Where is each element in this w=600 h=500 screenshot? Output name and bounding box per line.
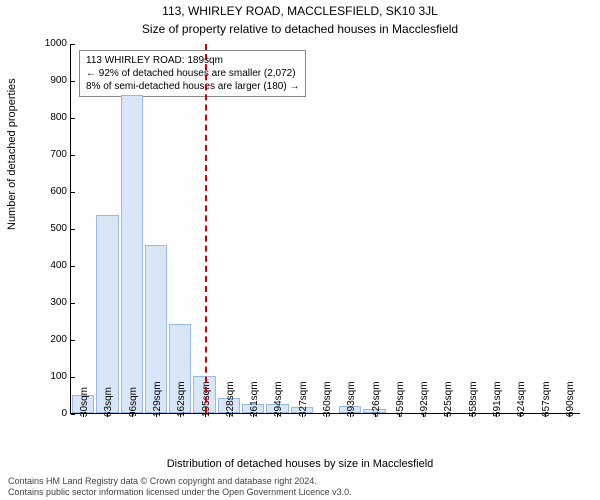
x-tick-label: 294sqm <box>270 381 284 417</box>
y-tick-label: 400 <box>31 261 71 271</box>
x-tick-label: 162sqm <box>173 381 187 417</box>
x-tick-label: 426sqm <box>368 381 382 417</box>
annotation-line: 113 WHIRLEY ROAD: 189sqm <box>86 54 299 67</box>
histogram-bar <box>96 215 118 413</box>
x-tick-label: 63sqm <box>100 387 114 417</box>
x-tick-label: 558sqm <box>465 381 479 417</box>
y-tick-label: 100 <box>31 372 71 382</box>
x-tick-label: 129sqm <box>149 381 163 417</box>
chart-plot-area: 113 WHIRLEY ROAD: 189sqm ← 92% of detach… <box>70 44 580 414</box>
x-axis-label: Distribution of detached houses by size … <box>0 458 600 470</box>
y-tick-label: 500 <box>31 224 71 234</box>
x-tick-label: 360sqm <box>319 381 333 417</box>
annotation-line: ← 92% of detached houses are smaller (2,… <box>86 67 299 80</box>
x-tick-label: 261sqm <box>246 381 260 417</box>
x-tick-label: 393sqm <box>343 381 357 417</box>
footnote-line: Contains HM Land Registry data © Crown c… <box>8 476 352 487</box>
annotation-box: 113 WHIRLEY ROAD: 189sqm ← 92% of detach… <box>79 50 306 97</box>
x-tick-label: 690sqm <box>562 381 576 417</box>
y-tick-label: 1000 <box>31 39 71 49</box>
chart-title-sub: Size of property relative to detached ho… <box>0 22 600 36</box>
annotation-line: 8% of semi-detached houses are larger (1… <box>86 80 299 93</box>
x-tick-label: 327sqm <box>295 381 309 417</box>
x-tick-label: 492sqm <box>416 381 430 417</box>
x-tick-label: 30sqm <box>76 387 90 417</box>
x-tick-label: 228sqm <box>222 381 236 417</box>
x-tick-label: 525sqm <box>440 381 454 417</box>
y-tick-label: 200 <box>31 335 71 345</box>
chart-title-main: 113, WHIRLEY ROAD, MACCLESFIELD, SK10 3J… <box>0 4 600 18</box>
y-tick-label: 300 <box>31 298 71 308</box>
y-tick-label: 600 <box>31 187 71 197</box>
x-tick-label: 96sqm <box>125 387 139 417</box>
histogram-bar <box>121 95 143 413</box>
x-tick-label: 591sqm <box>489 381 503 417</box>
y-tick-label: 0 <box>31 409 71 419</box>
reference-line <box>205 44 207 413</box>
x-tick-label: 657sqm <box>538 381 552 417</box>
x-tick-label: 624sqm <box>513 381 527 417</box>
y-axis-label: Number of detached properties <box>6 78 18 230</box>
footnote-line: Contains public sector information licen… <box>8 487 352 498</box>
y-tick-label: 800 <box>31 113 71 123</box>
y-tick-label: 700 <box>31 150 71 160</box>
x-tick-label: 459sqm <box>392 381 406 417</box>
footnote: Contains HM Land Registry data © Crown c… <box>8 476 352 498</box>
y-tick-label: 900 <box>31 76 71 86</box>
